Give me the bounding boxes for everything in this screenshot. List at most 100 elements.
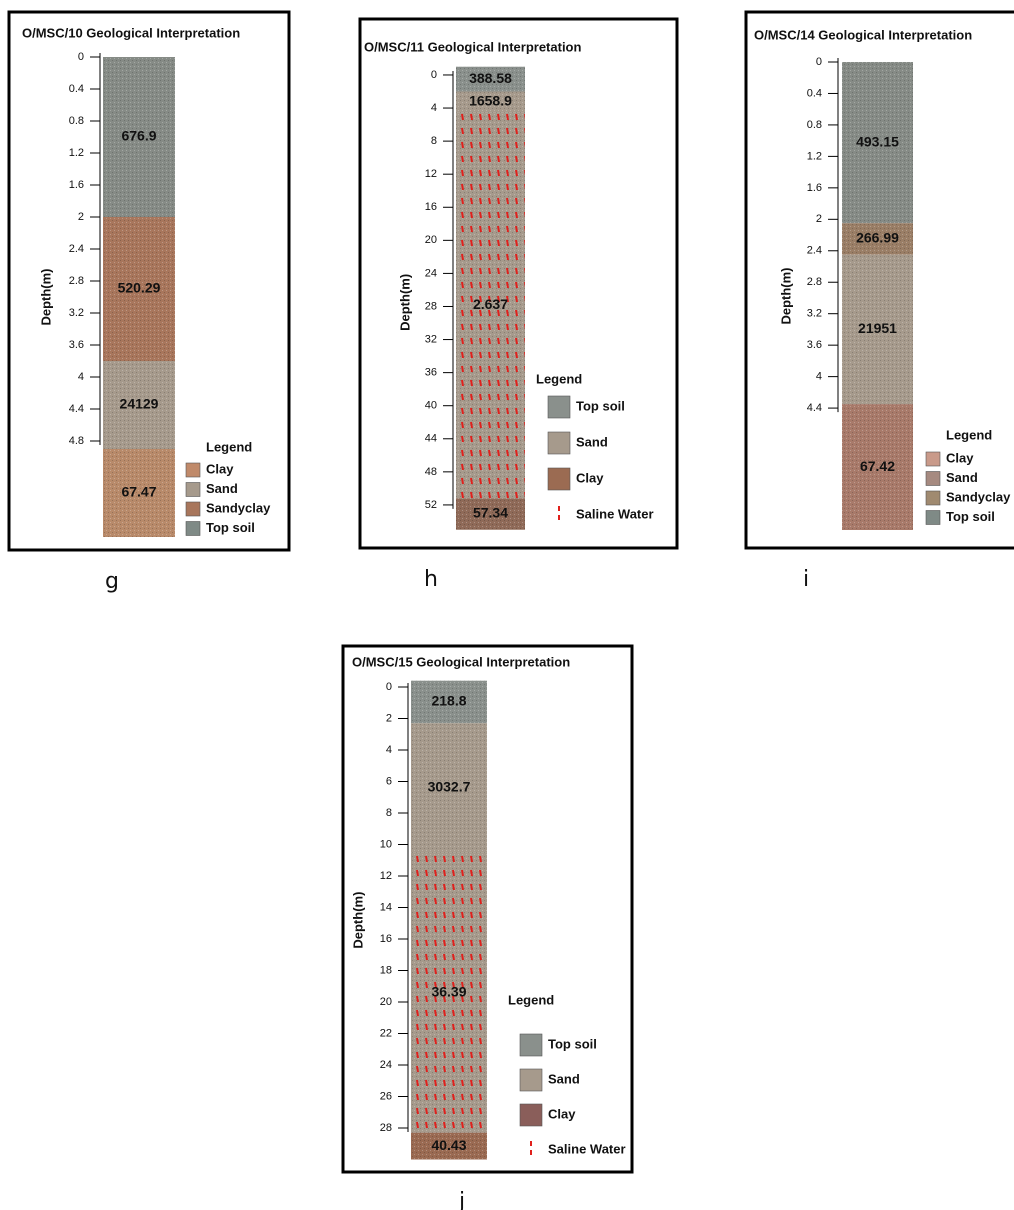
y-tick-label: 0 — [816, 56, 822, 68]
y-tick-label: 10 — [380, 838, 392, 850]
legend-swatch — [186, 522, 200, 536]
layer-value: 676.9 — [121, 128, 156, 144]
y-tick-label: 3.6 — [807, 339, 822, 351]
layer-value: 388.58 — [469, 70, 512, 86]
layer-value: 493.15 — [856, 133, 899, 149]
y-tick-label: 28 — [380, 1122, 392, 1134]
y-tick-label: 2.8 — [807, 276, 822, 288]
layer-value: 266.99 — [856, 230, 899, 246]
legend-swatch — [926, 472, 940, 486]
y-tick-label: 1.2 — [807, 150, 822, 162]
legend-swatch — [548, 468, 570, 490]
legend-swatch — [186, 483, 200, 497]
y-tick-label: 2 — [386, 712, 392, 724]
legend-label: Clay — [576, 470, 604, 485]
y-tick-label: 28 — [425, 300, 437, 312]
layer-value: 67.47 — [121, 484, 156, 500]
layer-value: 218.8 — [431, 693, 466, 709]
legend-swatch — [520, 1104, 542, 1126]
legend-title: Legend — [508, 992, 554, 1007]
y-tick-label: 0 — [431, 69, 437, 81]
y-tick-label: 4 — [431, 102, 437, 114]
legend-swatch — [548, 432, 570, 454]
y-tick-label: 24 — [425, 267, 437, 279]
legend-swatch — [186, 463, 200, 477]
y-tick-label: 0 — [78, 51, 84, 63]
legend-label: Clay — [548, 1106, 576, 1121]
legend-title: Legend — [946, 427, 992, 442]
legend-swatch — [520, 1034, 542, 1056]
legend-label: Clay — [946, 450, 974, 465]
y-tick-label: 4 — [816, 371, 822, 383]
legend-label: Top soil — [206, 520, 255, 535]
y-tick-label: 2.8 — [69, 275, 84, 287]
legend-swatch — [520, 1069, 542, 1091]
legend-label: Saline Water — [548, 1141, 626, 1156]
caption: j — [458, 1189, 465, 1210]
legend-swatch — [548, 396, 570, 418]
layer-value: 520.29 — [118, 280, 161, 296]
legend-label: Sand — [548, 1071, 580, 1086]
y-tick-label: 36 — [425, 367, 437, 379]
y-tick-label: 44 — [425, 433, 437, 445]
panel-title: O/MSC/11 Geological Interpretation — [364, 39, 581, 54]
legend-label: Clay — [206, 461, 234, 476]
layer-value: 2.637 — [473, 296, 508, 312]
panel-title: O/MSC/14 Geological Interpretation — [754, 27, 972, 42]
y-tick-label: 20 — [425, 234, 437, 246]
legend-label: Top soil — [548, 1036, 597, 1051]
y-tick-label: 24 — [380, 1059, 392, 1071]
y-tick-label: 22 — [380, 1027, 392, 1039]
legend-swatch — [926, 452, 940, 466]
y-tick-label: 16 — [425, 201, 437, 213]
legend-label: Sand — [576, 434, 608, 449]
legend-swatch — [926, 491, 940, 505]
caption: h — [424, 567, 438, 592]
layer-value: 1658.9 — [469, 93, 512, 109]
legend-label: Sand — [946, 470, 978, 485]
y-tick-label: 16 — [380, 933, 392, 945]
y-tick-label: 4 — [78, 371, 84, 383]
layer-value: 21951 — [858, 320, 897, 336]
y-tick-label: 0.8 — [807, 119, 822, 131]
y-tick-label: 2.4 — [69, 243, 84, 255]
y-tick-label: 0.4 — [69, 83, 84, 95]
y-tick-label: 6 — [386, 775, 392, 787]
y-tick-label: 0 — [386, 681, 392, 693]
figure: O/MSC/10 Geological Interpretation Depth(… — [0, 0, 1014, 1210]
panel-title: O/MSC/10 Geological Interpretation — [22, 25, 240, 40]
layer-value: 36.39 — [431, 983, 466, 999]
legend-label: Sand — [206, 481, 238, 496]
y-tick-label: 1.2 — [69, 147, 84, 159]
legend-label: Top soil — [946, 509, 995, 524]
page: O/MSC/10 Geological Interpretation Depth(… — [0, 0, 1014, 1210]
y-tick-label: 26 — [380, 1090, 392, 1102]
legend-swatch — [926, 511, 940, 525]
legend-title: Legend — [206, 439, 252, 454]
y-tick-label: 4 — [386, 744, 392, 756]
y-tick-label: 8 — [431, 135, 437, 147]
legend-label: Top soil — [576, 398, 625, 413]
y-tick-label: 2 — [816, 213, 822, 225]
legend-swatch — [186, 502, 200, 516]
legend-label: Sandyclay — [946, 489, 1011, 504]
y-tick-label: 48 — [425, 466, 437, 478]
y-tick-label: 20 — [380, 996, 392, 1008]
y-tick-label: 18 — [380, 964, 392, 976]
legend-label: Saline Water — [576, 506, 654, 521]
y-tick-label: 2 — [78, 211, 84, 223]
y-tick-label: 1.6 — [69, 179, 84, 191]
y-tick-label: 32 — [425, 333, 437, 345]
y-tick-label: 40 — [425, 400, 437, 412]
axis-label: Depth(m) — [38, 268, 53, 325]
layer-value: 40.43 — [431, 1137, 466, 1153]
panel-title: O/MSC/15 Geological Interpretation — [352, 654, 570, 669]
y-tick-label: 0.4 — [807, 87, 822, 99]
caption: i — [803, 567, 809, 592]
layer-value: 24129 — [120, 396, 159, 412]
y-tick-label: 52 — [425, 499, 437, 511]
layer-value: 57.34 — [473, 505, 508, 521]
y-tick-label: 14 — [380, 901, 392, 913]
axis-label: Depth(m) — [350, 892, 365, 949]
axis-label: Depth(m) — [778, 267, 793, 324]
